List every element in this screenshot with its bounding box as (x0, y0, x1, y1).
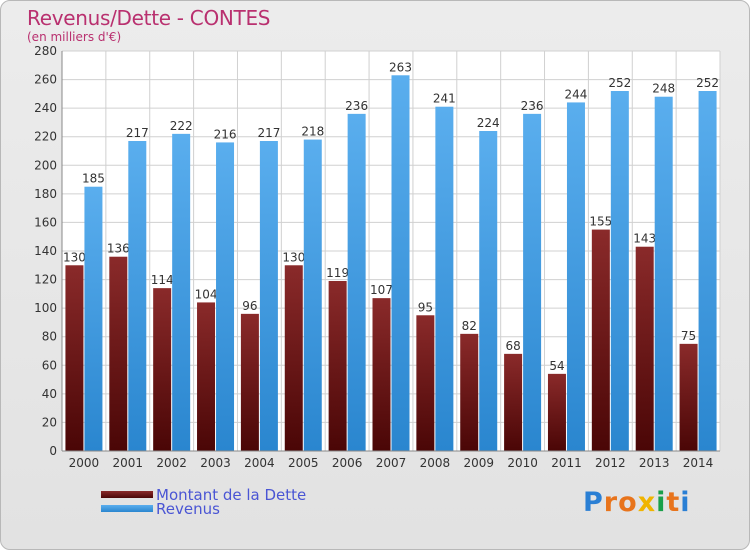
revenue-bar (654, 96, 673, 451)
debt-value-label: 104 (195, 287, 218, 301)
debt-value-label: 119 (326, 266, 349, 280)
y-tick-label: 60 (42, 358, 57, 372)
debt-bar (328, 281, 347, 451)
revenue-value-label: 244 (565, 87, 588, 101)
x-tick-label: 2010 (507, 456, 538, 470)
x-tick-label: 2012 (595, 456, 626, 470)
chart-title: Revenus/Dette - CONTES (27, 6, 271, 30)
x-tick-label: 2001 (113, 456, 144, 470)
y-tick-label: 240 (34, 101, 57, 115)
legend-label-debt: Montant de la Dette (156, 486, 307, 504)
y-tick-label: 100 (34, 301, 57, 315)
y-tick-label: 260 (34, 73, 57, 87)
debt-value-label: 130 (63, 250, 86, 264)
debt-bar (504, 353, 523, 451)
debt-value-label: 143 (633, 232, 656, 246)
revenue-bar (259, 141, 278, 451)
revenue-value-label: 185 (82, 172, 105, 186)
debt-value-label: 130 (282, 250, 305, 264)
debt-value-label: 155 (589, 215, 612, 229)
x-tick-label: 2004 (244, 456, 275, 470)
x-tick-label: 2013 (639, 456, 670, 470)
revenue-bar (84, 186, 103, 451)
revenue-bar (216, 142, 235, 451)
revenue-bar (391, 75, 410, 452)
debt-value-label: 54 (549, 359, 564, 373)
y-tick-label: 40 (42, 387, 57, 401)
revenue-bar (479, 131, 498, 451)
legend-swatch-debt (101, 491, 153, 498)
debt-bar (109, 256, 128, 451)
revenue-value-label: 252 (696, 76, 719, 90)
revenue-value-label: 236 (521, 99, 544, 113)
y-tick-label: 200 (34, 158, 57, 172)
debt-bar (591, 229, 610, 451)
revenue-value-label: 217 (126, 126, 149, 140)
revenue-value-label: 263 (389, 60, 412, 74)
debt-value-label: 68 (505, 339, 520, 353)
x-tick-label: 2000 (69, 456, 100, 470)
y-tick-label: 80 (42, 330, 57, 344)
x-tick-label: 2002 (156, 456, 187, 470)
y-tick-label: 20 (42, 415, 57, 429)
debt-bar (460, 333, 479, 451)
debt-value-label: 136 (107, 242, 130, 256)
debt-bar (679, 343, 698, 451)
x-tick-label: 2003 (200, 456, 231, 470)
debt-bar (65, 265, 84, 451)
debt-bar (547, 373, 566, 451)
y-tick-label: 140 (34, 244, 57, 258)
revenue-value-label: 224 (477, 116, 500, 130)
x-tick-label: 2011 (551, 456, 582, 470)
debt-value-label: 114 (151, 273, 174, 287)
revenue-value-label: 217 (257, 126, 280, 140)
y-tick-label: 120 (34, 273, 57, 287)
revenue-bar (698, 91, 717, 451)
revenue-bar (610, 91, 629, 451)
debt-value-label: 75 (681, 329, 696, 343)
revenue-bar (523, 113, 542, 451)
debt-bar (416, 315, 435, 451)
proxiti-logo: Proxiti (583, 487, 691, 518)
legend-label-revenue: Revenus (156, 500, 220, 518)
revenue-value-label: 236 (345, 99, 368, 113)
revenue-value-label: 248 (652, 82, 675, 96)
y-tick-label: 160 (34, 215, 57, 229)
x-tick-label: 2005 (288, 456, 319, 470)
x-tick-label: 2006 (332, 456, 363, 470)
debt-bar (635, 246, 654, 451)
revenue-bar (435, 106, 454, 451)
y-tick-label: 220 (34, 130, 57, 144)
legend-swatch-revenue (101, 505, 153, 512)
debt-bar (197, 302, 216, 451)
revenue-bar (172, 133, 191, 451)
revenue-value-label: 241 (433, 92, 456, 106)
revenue-value-label: 216 (214, 127, 237, 141)
y-tick-label: 0 (49, 444, 57, 458)
x-tick-label: 2008 (420, 456, 451, 470)
debt-value-label: 107 (370, 283, 393, 297)
x-tick-label: 2009 (463, 456, 494, 470)
chart-subtitle: (en milliers d'€) (27, 30, 122, 44)
debt-value-label: 96 (242, 299, 257, 313)
y-tick-label: 180 (34, 187, 57, 201)
debt-value-label: 95 (418, 300, 433, 314)
revenue-bar (128, 141, 147, 451)
revenue-bar (566, 102, 585, 451)
x-tick-label: 2014 (683, 456, 714, 470)
revenue-value-label: 218 (301, 125, 324, 139)
revenue-bar (303, 139, 322, 452)
x-tick-label: 2007 (376, 456, 407, 470)
debt-bar (240, 313, 259, 451)
debt-bar (153, 288, 172, 451)
revenue-value-label: 222 (170, 119, 193, 133)
revenue-bar (347, 113, 366, 451)
y-tick-label: 280 (34, 44, 57, 58)
debt-bar (372, 298, 391, 451)
debt-value-label: 82 (462, 319, 477, 333)
revenue-value-label: 252 (608, 76, 631, 90)
debt-bar (284, 265, 303, 451)
